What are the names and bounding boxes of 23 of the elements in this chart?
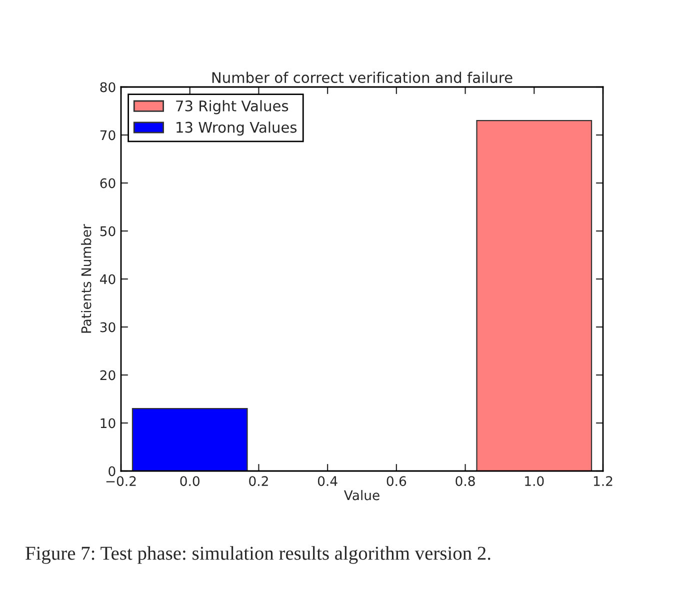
- x-tick-label: 0.2: [249, 476, 268, 486]
- x-tick-label: −0.2: [106, 476, 136, 486]
- x-tick-label: 1.2: [594, 476, 612, 486]
- y-axis-title: Patients Number: [81, 224, 92, 333]
- x-axis-title: Value: [344, 490, 380, 500]
- x-tick-label: 0.4: [318, 476, 338, 486]
- x-tick-label: 0.8: [456, 476, 475, 486]
- y-tick-label: 60: [100, 178, 116, 188]
- chart-title: Number of correct verification and failure: [212, 72, 512, 84]
- y-tick-label: 30: [100, 322, 116, 332]
- y-tick-label: 70: [100, 130, 116, 140]
- y-tick-label: 0: [108, 466, 116, 476]
- x-tick-label: 1.0: [525, 476, 544, 486]
- y-tick-label: 50: [100, 226, 116, 236]
- y-tick-label: 80: [100, 82, 116, 92]
- x-tick-label: 0.0: [180, 476, 200, 486]
- y-tick-label: 10: [100, 418, 116, 428]
- caption: Figure 7: Test phase: simulation results algorithm version 2.: [26, 546, 490, 564]
- x-tick-label: 0.6: [386, 476, 406, 486]
- y-tick-label: 40: [100, 274, 116, 284]
- legend-label: 73 Right Values: [176, 100, 288, 114]
- y-tick-label: 20: [100, 370, 116, 380]
- legend-label: 13 Wrong Values: [176, 122, 297, 136]
